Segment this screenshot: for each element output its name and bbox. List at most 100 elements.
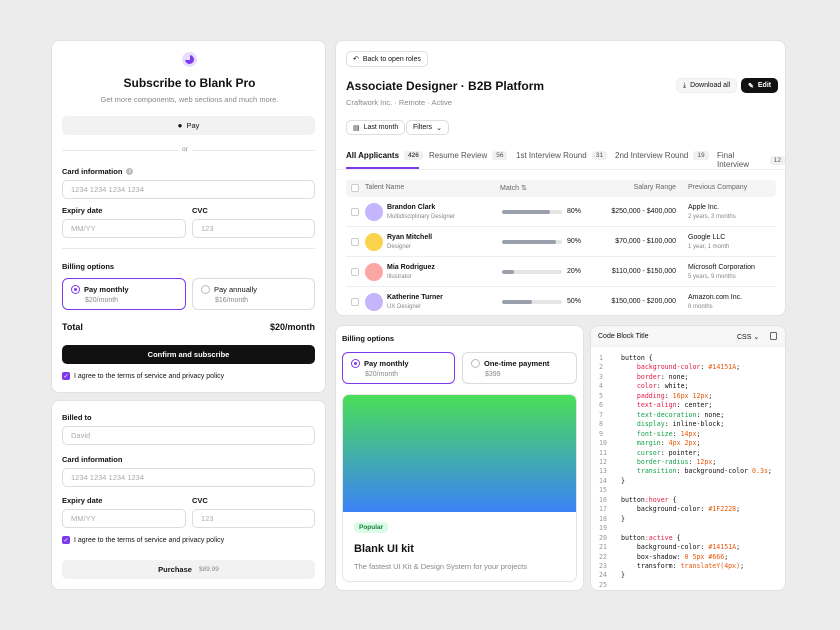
purchase-card: Billed to David Card information 1234 12… xyxy=(51,400,326,590)
col-salary-range[interactable]: Salary Range xyxy=(633,184,676,191)
avatar xyxy=(365,203,383,221)
language-select[interactable]: CSS ⌄ xyxy=(737,334,760,341)
card-number-input[interactable]: 1234 1234 1234 1234 xyxy=(62,180,315,199)
match-percent: 20% xyxy=(567,268,582,275)
tab-2nd-interview[interactable]: 2nd Interview Round 19 xyxy=(615,151,709,160)
match-bar xyxy=(502,300,562,304)
previous-company: Microsoft Corporation xyxy=(688,264,755,271)
avatar xyxy=(365,263,383,281)
applicants-card: ↶ Back to open roles Associate Designer … xyxy=(335,40,786,316)
talent-role: Multidisciplinary Designer xyxy=(387,214,456,220)
col-talent-name[interactable]: Talent Name xyxy=(365,184,405,191)
cvc-input[interactable]: 123 xyxy=(192,509,315,528)
back-arrow-icon: ↶ xyxy=(353,56,359,63)
row-checkbox[interactable] xyxy=(351,268,359,276)
avatar xyxy=(365,293,383,311)
card-number-input[interactable]: 1234 1234 1234 1234 xyxy=(62,468,315,487)
billed-to-input[interactable]: David xyxy=(62,426,315,445)
tab-final-interview[interactable]: Final Interview 12 xyxy=(717,151,785,169)
copy-icon[interactable] xyxy=(770,332,777,340)
match-bar-fill xyxy=(502,210,550,214)
billing-options-label: Billing options xyxy=(342,334,395,343)
brand-logo-icon xyxy=(182,52,197,67)
purchase-price: $89.99 xyxy=(198,566,219,573)
table-row[interactable]: Katherine Turner UX Designer 50% $150,000 -… xyxy=(346,287,776,315)
talent-role: UX Designer xyxy=(387,304,422,310)
pay-monthly-option[interactable]: Pay monthly $20/month xyxy=(342,352,455,384)
tenure: 8 months xyxy=(688,304,713,310)
avatar xyxy=(365,233,383,251)
col-match[interactable]: Match ⇅ xyxy=(500,185,527,192)
cvc-label: CVC xyxy=(192,496,208,505)
table-row[interactable]: Mia Rodriguez Illustrator 20% $110,000 - $1… xyxy=(346,257,776,287)
divider xyxy=(62,248,315,249)
period-filter[interactable]: ▤ Last month xyxy=(346,120,406,135)
match-bar-fill xyxy=(502,270,514,274)
talent-name: Brandon Clark xyxy=(387,204,436,211)
pay-monthly-option[interactable]: Pay monthly $20/month xyxy=(62,278,186,310)
card-info-label: Card information xyxy=(62,455,123,464)
row-checkbox[interactable] xyxy=(351,238,359,246)
expiry-input[interactable]: MM/YY xyxy=(62,219,186,238)
row-checkbox[interactable] xyxy=(351,208,359,216)
terms-checkbox-row[interactable]: ✓ I agree to the terms of service and pr… xyxy=(62,372,224,380)
tab-resume-review[interactable]: Resume Review 56 xyxy=(429,151,508,160)
or-label: or xyxy=(178,146,192,153)
apple-icon: ● xyxy=(177,121,183,130)
cvc-input[interactable]: 123 xyxy=(192,219,315,238)
expiry-input[interactable]: MM/YY xyxy=(62,509,186,528)
match-bar-fill xyxy=(502,240,556,244)
product-title: Blank UI kit xyxy=(354,543,414,555)
expiry-label: Expiry date xyxy=(62,496,103,505)
purchase-button[interactable]: Purchase $89.99 xyxy=(62,560,315,579)
select-all-checkbox[interactable] xyxy=(351,184,359,192)
tab-all-applicants[interactable]: All Applicants 426 xyxy=(346,151,423,160)
back-button[interactable]: ↶ Back to open roles xyxy=(346,51,428,67)
table-row[interactable]: Brandon Clark Multidisciplinary Designer 8… xyxy=(346,197,776,227)
match-percent: 80% xyxy=(567,208,582,215)
chevron-down-icon: ⌄ xyxy=(753,334,760,341)
subscribe-card: Subscribe to Blank Pro Get more componen… xyxy=(51,40,326,393)
talent-name: Katherine Turner xyxy=(387,294,443,301)
col-previous-company[interactable]: Previous Company xyxy=(688,184,748,191)
tenure: 5 years, 9 months xyxy=(688,274,736,280)
confirm-subscribe-button[interactable]: Confirm and subscribe xyxy=(62,345,315,364)
job-meta: Craftwork Inc. · Remote · Active xyxy=(346,98,452,107)
job-title: Associate Designer · B2B Platform xyxy=(346,79,545,93)
code-content: 1 button { 2 background-color: #14151A; 3… xyxy=(599,354,772,589)
one-time-payment-option[interactable]: One-time payment $399 xyxy=(462,352,577,384)
checkbox-icon[interactable]: ✓ xyxy=(62,372,70,380)
product-card[interactable]: Popular Blank UI kit The fastest UI Kit … xyxy=(342,394,577,582)
pencil-icon: ✎ xyxy=(748,82,754,90)
code-block-header: Code Block Title CSS ⌄ xyxy=(591,326,785,347)
popular-badge: Popular xyxy=(354,522,389,533)
subscribe-title: Subscribe to Blank Pro xyxy=(123,76,256,90)
table-header: Talent Name Match ⇅ Salary Range Previou… xyxy=(346,180,776,197)
row-checkbox[interactable] xyxy=(351,298,359,306)
terms-label: I agree to the terms of service and priv… xyxy=(74,536,225,544)
salary-range: $70,000 - $100,000 xyxy=(615,238,676,245)
sort-icon: ⇅ xyxy=(521,185,527,192)
download-icon: ⤓ xyxy=(683,81,687,89)
checkbox-icon[interactable]: ✓ xyxy=(62,536,70,544)
billing-options-label: Billing options xyxy=(62,262,115,271)
tabs-divider xyxy=(336,169,785,170)
download-all-button[interactable]: ⤓ Download all xyxy=(676,78,738,93)
billing-product-card: Billing options Pay monthly $20/month On… xyxy=(335,325,584,591)
apple-pay-button[interactable]: ● Pay xyxy=(62,116,315,135)
radio-icon xyxy=(201,285,210,295)
tab-1st-interview[interactable]: 1st Interview Round 31 xyxy=(516,151,607,160)
radio-icon xyxy=(71,285,80,295)
previous-company: Amazon.com Inc. xyxy=(688,294,743,301)
table-row[interactable]: Ryan Mitchell Designer 90% $70,000 - $100,0… xyxy=(346,227,776,257)
salary-range: $110,000 - $150,000 xyxy=(611,268,676,275)
previous-company: Google LLC xyxy=(688,234,726,241)
pay-annually-option[interactable]: Pay annually $16/month xyxy=(192,278,315,310)
active-tab-indicator xyxy=(346,167,419,169)
edit-button[interactable]: ✎ Edit xyxy=(741,78,779,93)
previous-company: Apple Inc. xyxy=(688,204,720,211)
billed-to-label: Billed to xyxy=(62,413,92,422)
filters-dropdown[interactable]: Filters ⌄ xyxy=(406,120,449,135)
terms-checkbox-row[interactable]: ✓ I agree to the terms of service and pr… xyxy=(62,536,224,544)
product-gradient-image xyxy=(343,395,576,512)
